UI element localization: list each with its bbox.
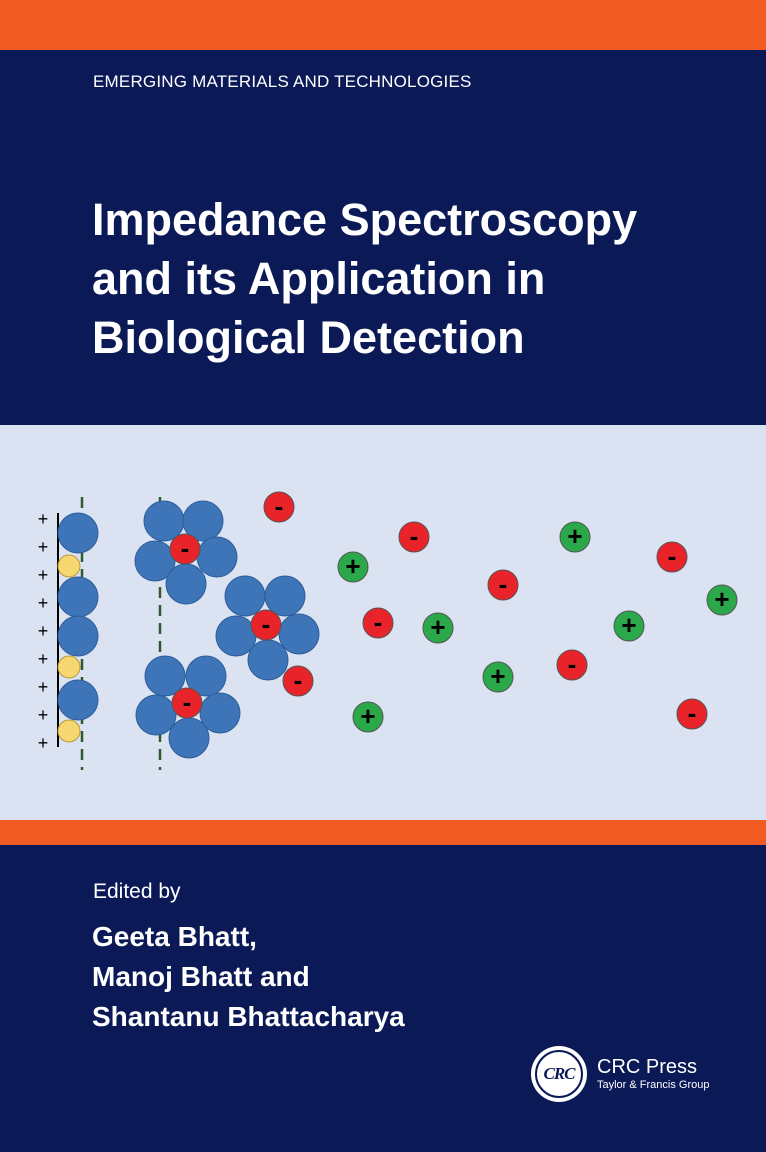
editor-3: Shantanu Bhattacharya bbox=[92, 1001, 405, 1032]
water-molecule bbox=[143, 500, 185, 542]
crc-logo: CRC bbox=[531, 1046, 587, 1102]
plus-sign: + bbox=[714, 584, 729, 614]
cover-illustration: + + + + + + + + + - - - - - - - - - - - + + + + + + + bbox=[0, 425, 766, 820]
editor-1: Geeta Bhatt, bbox=[92, 921, 257, 952]
water-molecule bbox=[134, 540, 176, 582]
positive-ion bbox=[482, 661, 514, 693]
plus-sign: + bbox=[430, 612, 445, 642]
plus-sign: + bbox=[567, 521, 582, 551]
top-orange-band bbox=[0, 0, 766, 50]
electrode-plus-sign: + bbox=[38, 705, 49, 725]
electrode-plus-sign: + bbox=[38, 677, 49, 697]
minus-sign: - bbox=[262, 609, 271, 639]
water-molecule bbox=[57, 615, 99, 657]
water-molecule bbox=[57, 512, 99, 554]
water-molecule bbox=[144, 655, 186, 697]
positive-ion bbox=[352, 701, 384, 733]
title-line-1: Impedance Spectroscopy bbox=[92, 194, 638, 245]
negative-ion bbox=[556, 649, 588, 681]
water-molecule bbox=[199, 692, 241, 734]
water-molecule bbox=[215, 615, 257, 657]
negative-ion bbox=[263, 491, 295, 523]
crc-logo-text: CRC bbox=[543, 1064, 575, 1083]
minus-sign: - bbox=[688, 698, 697, 728]
editor-2: Manoj Bhatt and bbox=[92, 961, 310, 992]
plus-sign: + bbox=[490, 661, 505, 691]
water-molecule bbox=[57, 576, 99, 618]
electrode-plus-sign: + bbox=[38, 733, 49, 753]
negative-ion bbox=[676, 698, 708, 730]
negative-ion bbox=[656, 541, 688, 573]
electrode-plus-sign: + bbox=[38, 593, 49, 613]
water-molecule bbox=[278, 613, 320, 655]
negative-ion bbox=[169, 533, 201, 565]
negative-ion bbox=[398, 521, 430, 553]
adsorbed-ion bbox=[57, 719, 81, 743]
title-line-3: Biological Detection bbox=[92, 312, 525, 363]
plus-sign: + bbox=[345, 551, 360, 581]
water-molecule bbox=[196, 536, 238, 578]
publisher-group: Taylor & Francis Group bbox=[597, 1079, 710, 1091]
minus-sign: - bbox=[568, 649, 577, 679]
water-molecule bbox=[264, 575, 306, 617]
water-molecule bbox=[57, 679, 99, 721]
minus-sign: - bbox=[499, 569, 508, 599]
negative-ion bbox=[282, 665, 314, 697]
edited-by-label: Edited by bbox=[93, 880, 181, 903]
free-ions: -----------+++ ++++ bbox=[169, 491, 738, 733]
minus-sign: - bbox=[183, 687, 192, 717]
negative-ion bbox=[250, 609, 282, 641]
water-molecule bbox=[224, 575, 266, 617]
adsorbed-ion bbox=[57, 655, 81, 679]
positive-ion bbox=[337, 551, 369, 583]
minus-sign: - bbox=[668, 541, 677, 571]
plus-sign: + bbox=[360, 701, 375, 731]
editors-list: Geeta Bhatt, Manoj Bhatt and Shantanu Bh… bbox=[92, 917, 405, 1037]
positive-ion bbox=[613, 610, 645, 642]
minus-sign: - bbox=[410, 521, 419, 551]
series-name: EMERGING MATERIALS AND TECHNOLOGIES bbox=[93, 72, 472, 91]
negative-ion bbox=[171, 687, 203, 719]
minus-sign: - bbox=[374, 607, 383, 637]
publisher-block: CRC CRC Press Taylor & Francis Group bbox=[531, 1046, 709, 1102]
water-molecule bbox=[135, 694, 177, 736]
negative-ion bbox=[362, 607, 394, 639]
electrode-plus-sign: + bbox=[38, 565, 49, 585]
double-layer-diagram: +++++++++ -----------+++ ++++ bbox=[38, 491, 738, 770]
water-molecule bbox=[165, 563, 207, 605]
positive-ion bbox=[422, 612, 454, 644]
electrode-plus-sign: + bbox=[38, 537, 49, 557]
publisher-name: CRC Press bbox=[597, 1056, 698, 1078]
minus-sign: - bbox=[181, 533, 190, 563]
water-molecule bbox=[185, 655, 227, 697]
positive-ion bbox=[706, 584, 738, 616]
title-line-2: and its Application in bbox=[92, 253, 546, 304]
negative-ion bbox=[487, 569, 519, 601]
middle-orange-band bbox=[0, 820, 766, 845]
minus-sign: - bbox=[294, 665, 303, 695]
electrode-plus-sign: + bbox=[38, 621, 49, 641]
minus-sign: - bbox=[275, 491, 284, 521]
book-title: Impedance Spectroscopy and its Applicati… bbox=[92, 190, 742, 367]
electrode-charges: + + + + + + + + + bbox=[38, 509, 49, 753]
water-molecule bbox=[247, 639, 289, 681]
water-molecule bbox=[168, 717, 210, 759]
plus-sign: + bbox=[621, 610, 636, 640]
adsorbed-ion bbox=[57, 554, 81, 578]
positive-ion bbox=[559, 521, 591, 553]
solvated-molecules bbox=[57, 500, 320, 759]
electrode-plus-sign: + bbox=[38, 509, 49, 529]
electrode-plus-sign: + bbox=[38, 649, 49, 669]
water-molecule bbox=[182, 500, 224, 542]
